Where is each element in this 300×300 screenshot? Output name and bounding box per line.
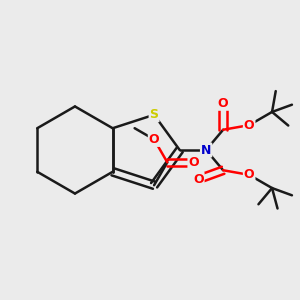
Text: N: N (201, 143, 211, 157)
Text: S: S (150, 108, 159, 121)
Text: O: O (244, 119, 254, 132)
Text: O: O (188, 156, 199, 169)
Text: O: O (193, 173, 204, 186)
Text: O: O (218, 97, 228, 110)
Text: O: O (149, 133, 159, 146)
Text: O: O (244, 168, 254, 181)
